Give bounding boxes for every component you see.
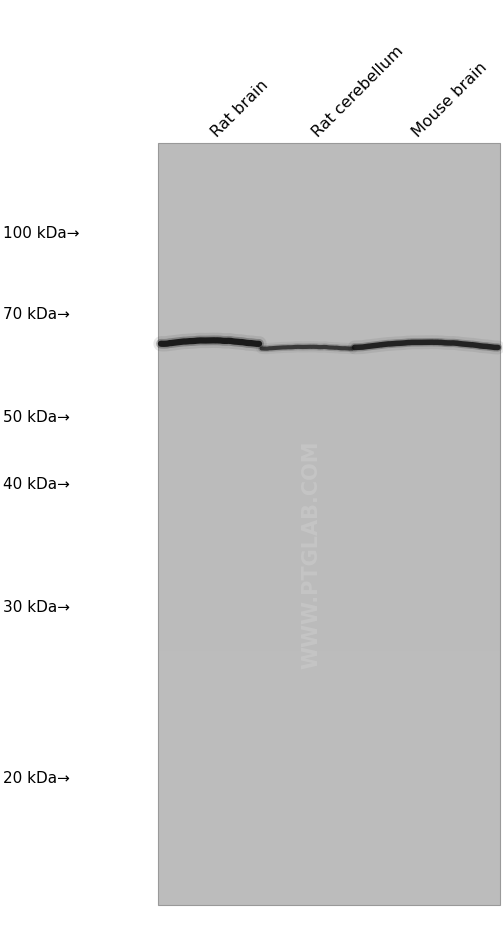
Bar xyxy=(158,448,500,474)
Bar xyxy=(158,803,500,829)
Bar xyxy=(158,296,500,321)
Bar xyxy=(158,574,500,600)
Bar xyxy=(158,600,500,625)
Bar xyxy=(158,474,500,499)
Bar xyxy=(158,423,500,448)
Text: 30 kDa→: 30 kDa→ xyxy=(3,600,69,615)
Bar xyxy=(158,499,500,524)
Text: 40 kDa→: 40 kDa→ xyxy=(3,477,69,492)
Bar xyxy=(158,651,500,676)
Bar xyxy=(158,270,500,296)
Bar xyxy=(158,372,500,397)
Bar xyxy=(158,702,500,727)
Text: WWW.PTGLAB.COM: WWW.PTGLAB.COM xyxy=(302,440,322,670)
Text: 70 kDa→: 70 kDa→ xyxy=(3,307,69,322)
Bar xyxy=(158,854,500,880)
Bar xyxy=(158,676,500,702)
Bar xyxy=(158,397,500,423)
Text: 50 kDa→: 50 kDa→ xyxy=(3,410,69,425)
Bar xyxy=(158,143,500,905)
Bar xyxy=(158,194,500,219)
Text: 100 kDa→: 100 kDa→ xyxy=(3,226,79,240)
Bar xyxy=(158,346,500,372)
Bar xyxy=(158,880,500,905)
Text: Rat brain: Rat brain xyxy=(209,78,272,141)
Bar xyxy=(158,778,500,803)
Bar xyxy=(158,625,500,651)
Bar xyxy=(158,168,500,194)
Bar xyxy=(158,727,500,752)
Bar xyxy=(158,219,500,245)
Text: 20 kDa→: 20 kDa→ xyxy=(3,771,69,786)
Bar xyxy=(158,524,500,549)
Bar xyxy=(158,549,500,574)
Bar xyxy=(158,829,500,854)
Bar xyxy=(158,752,500,778)
Bar xyxy=(158,143,500,168)
Text: Mouse brain: Mouse brain xyxy=(410,60,490,141)
Bar xyxy=(158,321,500,346)
Bar xyxy=(158,245,500,270)
Text: Rat cerebellum: Rat cerebellum xyxy=(309,43,406,141)
